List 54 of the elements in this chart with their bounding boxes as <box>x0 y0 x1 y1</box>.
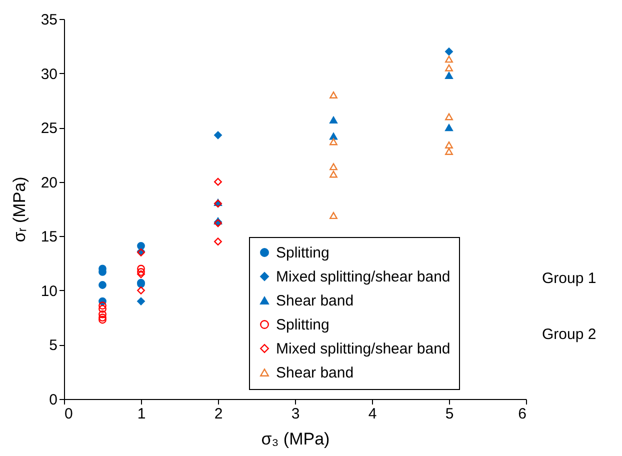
y-axis-title: σᵣ (MPa) <box>10 176 29 242</box>
point <box>98 281 106 289</box>
point <box>330 116 338 124</box>
legend-label: Mixed splitting/shear band <box>276 340 450 358</box>
y-tick-label: 5 <box>49 337 58 354</box>
point <box>98 316 106 324</box>
x-tick-label: 4 <box>368 406 377 422</box>
point <box>98 302 106 310</box>
legend-label: Splitting <box>276 316 330 334</box>
point <box>214 131 222 140</box>
point <box>445 141 453 148</box>
point <box>137 286 145 294</box>
point <box>445 113 453 120</box>
legend-label: Mixed splitting/shear band <box>276 268 450 286</box>
point <box>445 48 453 56</box>
y-tick-label: 35 <box>40 12 58 28</box>
y-tick-label: 20 <box>40 174 58 192</box>
y-tick-label: 15 <box>40 228 58 246</box>
legend-label: Shear band <box>276 292 354 310</box>
x-tick-label: 2 <box>214 406 223 422</box>
point <box>445 72 453 79</box>
point <box>445 56 453 63</box>
point <box>330 170 338 178</box>
x-tick-label: 6 <box>518 406 526 422</box>
point <box>445 148 453 155</box>
point <box>330 163 338 170</box>
x-tick-label: 1 <box>137 406 146 422</box>
y-tick-label: 10 <box>40 282 58 300</box>
x-axis-title: σ₃ (MPa) <box>261 430 330 448</box>
y-tick-label: 0 <box>49 392 58 408</box>
point <box>214 238 222 246</box>
y-tick-label: 25 <box>40 120 58 138</box>
x-tick-label: 5 <box>445 406 454 422</box>
x-tick-label: 0 <box>64 406 73 422</box>
point <box>137 270 145 278</box>
point <box>445 124 453 132</box>
point <box>330 138 338 146</box>
point <box>214 178 222 186</box>
point <box>98 310 106 318</box>
point <box>330 212 338 220</box>
point <box>98 304 106 313</box>
point <box>445 64 453 72</box>
legend-label: Shear band <box>276 364 354 382</box>
text: Group 2 <box>542 326 596 343</box>
point <box>330 91 338 99</box>
legend-label: Splitting <box>276 244 330 262</box>
y-tick-label: 30 <box>40 66 58 83</box>
text: Group 1 <box>542 270 596 287</box>
x-tick-label: 3 <box>291 406 300 422</box>
point <box>137 264 145 273</box>
point <box>137 297 145 306</box>
point <box>330 132 338 140</box>
point <box>137 268 145 276</box>
point <box>98 314 106 322</box>
